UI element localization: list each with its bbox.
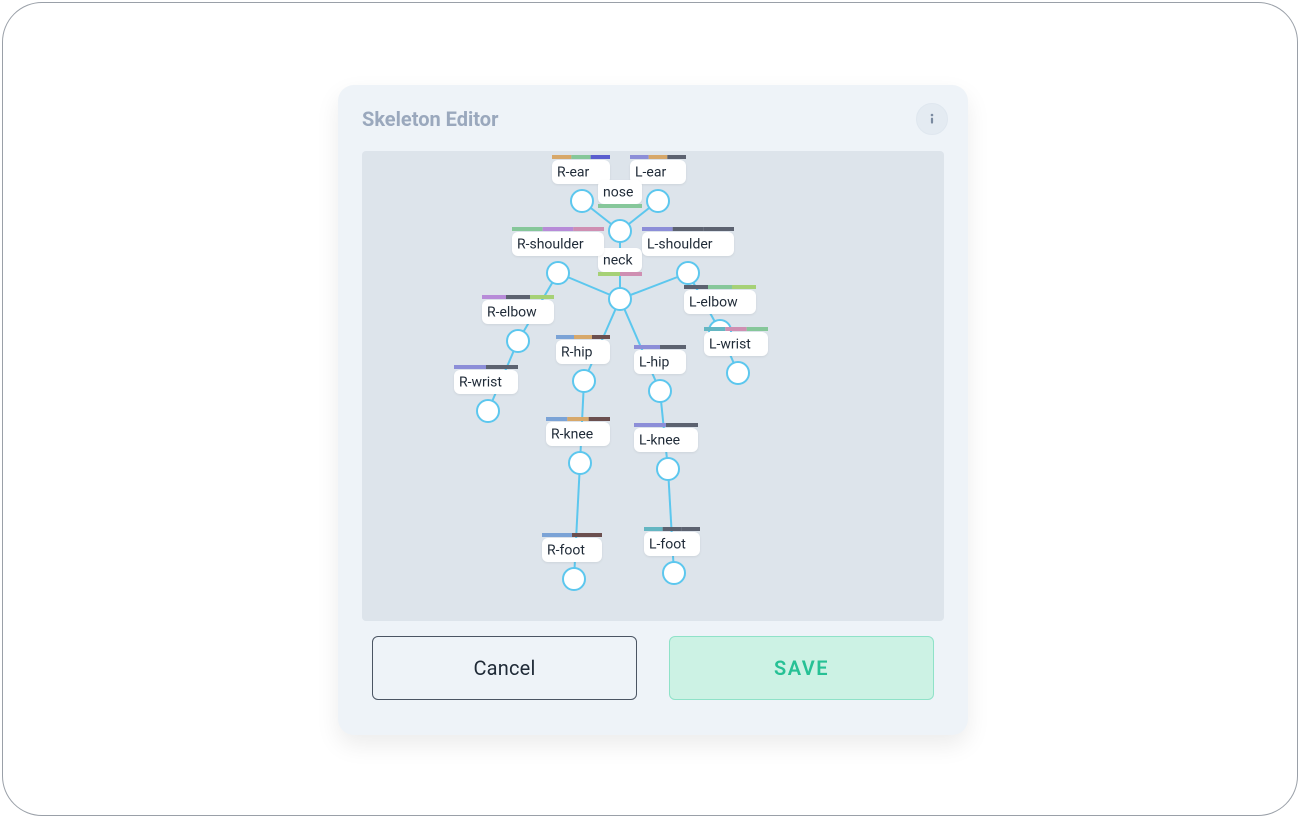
save-button[interactable]: SAVE	[669, 636, 934, 700]
node-swatch	[598, 204, 642, 208]
skeleton-canvas[interactable]: R-ear L-earnose neck R-shoulder L-shoulder R-…	[362, 151, 944, 621]
skeleton-node-r-knee[interactable]: R-knee	[546, 417, 610, 474]
skeleton-node-l-foot[interactable]: L-foot	[644, 527, 700, 584]
node-label-text: L-wrist	[709, 337, 751, 353]
skeleton-graph: R-ear L-earnose neck R-shoulder L-shoulder R-…	[362, 151, 944, 621]
node-swatch	[482, 295, 506, 299]
skeleton-node-l-hip[interactable]: L-hip	[634, 345, 686, 402]
node-handle[interactable]	[569, 452, 591, 474]
node-handle[interactable]	[477, 400, 499, 422]
node-swatch	[572, 533, 602, 537]
node-swatch	[454, 365, 486, 369]
skeleton-node-nose[interactable]: nose	[598, 180, 642, 242]
node-swatch	[634, 423, 666, 427]
skeleton-node-r-elbow[interactable]: R-elbow	[482, 295, 554, 352]
cancel-button[interactable]: Cancel	[372, 636, 637, 700]
skeleton-node-l-shoulder[interactable]: L-shoulder	[642, 227, 734, 284]
node-swatch	[644, 527, 663, 531]
info-button[interactable]	[916, 103, 948, 135]
node-swatch	[512, 227, 543, 231]
skeleton-node-l-wrist[interactable]: L-wrist	[704, 327, 768, 384]
node-label-text: nose	[603, 185, 633, 201]
node-swatch	[543, 227, 574, 231]
node-swatch	[684, 285, 708, 289]
node-swatch	[649, 155, 668, 159]
node-swatch	[667, 155, 686, 159]
node-label-text: L-elbow	[689, 295, 738, 311]
dialog-title: Skeleton Editor	[362, 107, 498, 131]
node-swatch	[666, 423, 698, 427]
node-label-text: L-ear	[635, 165, 666, 181]
node-swatch	[663, 527, 682, 531]
node-label-text: L-knee	[639, 433, 680, 449]
node-swatch	[573, 227, 604, 231]
node-label-text: R-knee	[551, 427, 593, 443]
node-label-text: L-foot	[649, 537, 686, 553]
node-swatch	[546, 417, 567, 421]
node-swatch	[634, 345, 660, 349]
skeleton-node-l-knee[interactable]: L-knee	[634, 423, 698, 480]
node-handle[interactable]	[609, 220, 631, 242]
node-swatch	[591, 155, 610, 159]
node-swatch	[673, 227, 704, 231]
node-label-text: R-ear	[557, 165, 590, 181]
node-handle[interactable]	[649, 380, 671, 402]
node-label-text: R-hip	[561, 345, 593, 361]
node-swatch	[642, 227, 673, 231]
node-handle[interactable]	[663, 562, 685, 584]
node-handle[interactable]	[609, 288, 631, 310]
skeleton-node-r-foot[interactable]: R-foot	[542, 533, 602, 590]
skeleton-editor-dialog: Skeleton Editor R-ear L-earnose neck R-shou…	[338, 85, 968, 735]
node-swatch	[681, 527, 700, 531]
dialog-footer: Cancel SAVE	[338, 621, 968, 735]
node-handle[interactable]	[573, 370, 595, 392]
skeleton-node-r-hip[interactable]: R-hip	[556, 335, 610, 392]
node-handle[interactable]	[507, 330, 529, 352]
node-swatch	[589, 417, 610, 421]
node-handle[interactable]	[647, 190, 669, 212]
node-swatch	[542, 533, 572, 537]
node-handle[interactable]	[677, 262, 699, 284]
node-swatch	[704, 327, 725, 331]
node-swatch	[574, 335, 592, 339]
node-swatch	[747, 327, 768, 331]
node-swatch	[506, 295, 530, 299]
node-label-text: neck	[603, 253, 633, 269]
node-label-text: R-elbow	[487, 305, 537, 321]
node-label-text: L-shoulder	[647, 237, 713, 253]
node-handle[interactable]	[571, 190, 593, 212]
node-swatch	[567, 417, 588, 421]
skeleton-edge	[668, 469, 674, 573]
node-swatch	[486, 365, 518, 369]
node-swatch	[592, 335, 610, 339]
node-swatch	[571, 155, 590, 159]
skeleton-node-r-wrist[interactable]: R-wrist	[454, 365, 518, 422]
node-handle[interactable]	[727, 362, 749, 384]
node-swatch	[598, 272, 620, 276]
node-swatch	[552, 155, 571, 159]
node-swatch	[708, 285, 732, 289]
node-handle[interactable]	[547, 262, 569, 284]
node-swatch	[556, 335, 574, 339]
node-swatch	[620, 272, 642, 276]
node-swatch	[725, 327, 746, 331]
skeleton-node-r-shoulder[interactable]: R-shoulder	[512, 227, 604, 284]
node-label-text: R-foot	[547, 543, 585, 559]
node-swatch	[732, 285, 756, 289]
node-handle[interactable]	[563, 568, 585, 590]
outer-frame: Skeleton Editor R-ear L-earnose neck R-shou…	[2, 2, 1298, 816]
node-swatch	[630, 155, 649, 159]
node-swatch	[703, 227, 734, 231]
node-label-text: R-wrist	[459, 375, 502, 391]
info-icon	[924, 111, 940, 127]
node-swatch	[660, 345, 686, 349]
dialog-header: Skeleton Editor	[338, 85, 968, 151]
node-swatch	[530, 295, 554, 299]
node-handle[interactable]	[657, 458, 679, 480]
node-label-text: L-hip	[639, 355, 670, 371]
node-label-text: R-shoulder	[517, 237, 584, 253]
